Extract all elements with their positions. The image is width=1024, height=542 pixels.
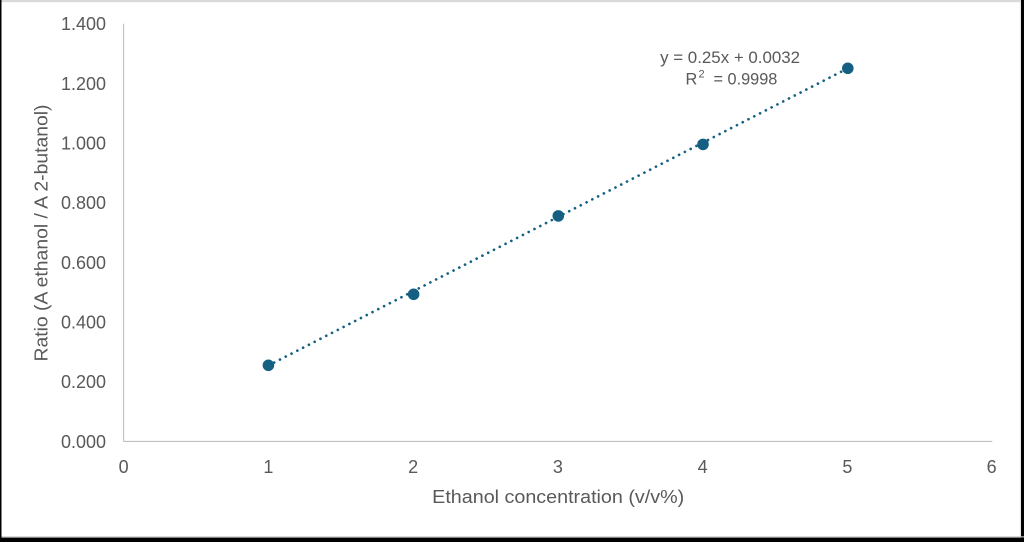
svg-text:0: 0: [119, 457, 129, 477]
svg-text:2: 2: [408, 457, 418, 477]
svg-text:0.600: 0.600: [61, 253, 106, 273]
svg-text:4: 4: [698, 457, 708, 477]
svg-text:1.400: 1.400: [61, 14, 106, 34]
svg-text:y = 0.25x + 0.0032: y = 0.25x + 0.0032: [660, 49, 800, 67]
svg-text:1: 1: [263, 457, 273, 477]
svg-text:0.400: 0.400: [61, 313, 106, 333]
svg-text:Ethanol concentration (v/v%): Ethanol concentration (v/v%): [432, 486, 684, 507]
svg-text:0.200: 0.200: [61, 372, 106, 392]
svg-text:= 0.9998: = 0.9998: [714, 70, 778, 88]
svg-text:3: 3: [553, 457, 563, 477]
svg-text:2: 2: [699, 69, 705, 81]
svg-text:1.200: 1.200: [61, 74, 106, 94]
svg-text:1.000: 1.000: [61, 134, 106, 154]
svg-text:Ratio (A ethanol / A 2-butanol: Ratio (A ethanol / A 2-butanol): [32, 105, 52, 362]
svg-text:6: 6: [987, 457, 997, 477]
svg-text:0.800: 0.800: [61, 193, 106, 213]
svg-text:5: 5: [842, 457, 852, 477]
svg-text:R: R: [686, 70, 698, 88]
svg-text:0.000: 0.000: [61, 432, 106, 452]
